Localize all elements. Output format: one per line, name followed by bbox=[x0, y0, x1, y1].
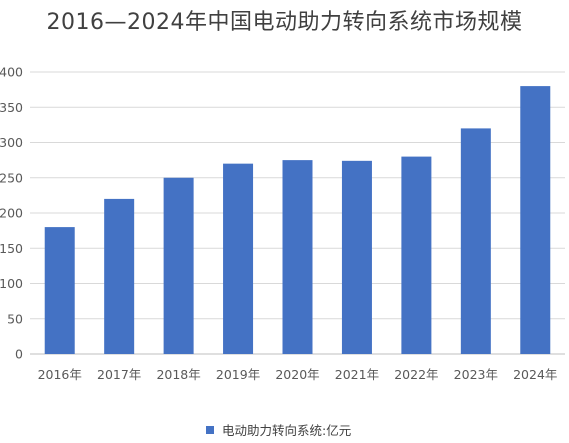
y-tick-label: 200 bbox=[0, 206, 23, 221]
x-tick-label: 2021年 bbox=[335, 367, 379, 382]
legend-swatch bbox=[206, 426, 214, 434]
legend: 电动助力转向系统:亿元 bbox=[206, 423, 351, 438]
y-tick-label: 400 bbox=[0, 65, 23, 80]
y-axis-ticks: 0 50 100 150 200 250 300 350 400 bbox=[0, 65, 23, 362]
bar bbox=[401, 156, 432, 354]
bar bbox=[104, 198, 135, 354]
y-tick-label: 300 bbox=[0, 135, 23, 150]
bar bbox=[282, 160, 313, 354]
bar bbox=[163, 177, 194, 354]
x-tick-label: 2022年 bbox=[394, 367, 438, 382]
x-axis-ticks: 2016年 2017年 2018年 2019年 2020年 2021年 2022年 2023年… bbox=[38, 367, 558, 382]
x-tick-label: 2024年 bbox=[513, 367, 557, 382]
x-tick-label: 2019年 bbox=[216, 367, 260, 382]
bar bbox=[223, 163, 254, 354]
y-tick-label: 350 bbox=[0, 100, 23, 115]
y-tick-label: 50 bbox=[7, 311, 23, 326]
bar bbox=[460, 128, 491, 354]
y-tick-label: 150 bbox=[0, 241, 23, 256]
y-tick-label: 100 bbox=[0, 276, 23, 291]
y-tick-label: 0 bbox=[15, 347, 23, 362]
x-tick-label: 2023年 bbox=[454, 367, 498, 382]
x-tick-label: 2018年 bbox=[156, 367, 200, 382]
legend-label: 电动助力转向系统:亿元 bbox=[222, 423, 351, 438]
bar bbox=[341, 160, 372, 354]
bar bbox=[44, 227, 75, 354]
x-tick-label: 2016年 bbox=[38, 367, 82, 382]
y-tick-label: 250 bbox=[0, 170, 23, 185]
bars bbox=[44, 86, 551, 354]
chart-title: 2016—2024年中国电动助力转向系统市场规模 bbox=[46, 10, 523, 35]
x-tick-label: 2020年 bbox=[275, 367, 319, 382]
bar bbox=[520, 86, 551, 354]
x-tick-label: 2017年 bbox=[97, 367, 141, 382]
